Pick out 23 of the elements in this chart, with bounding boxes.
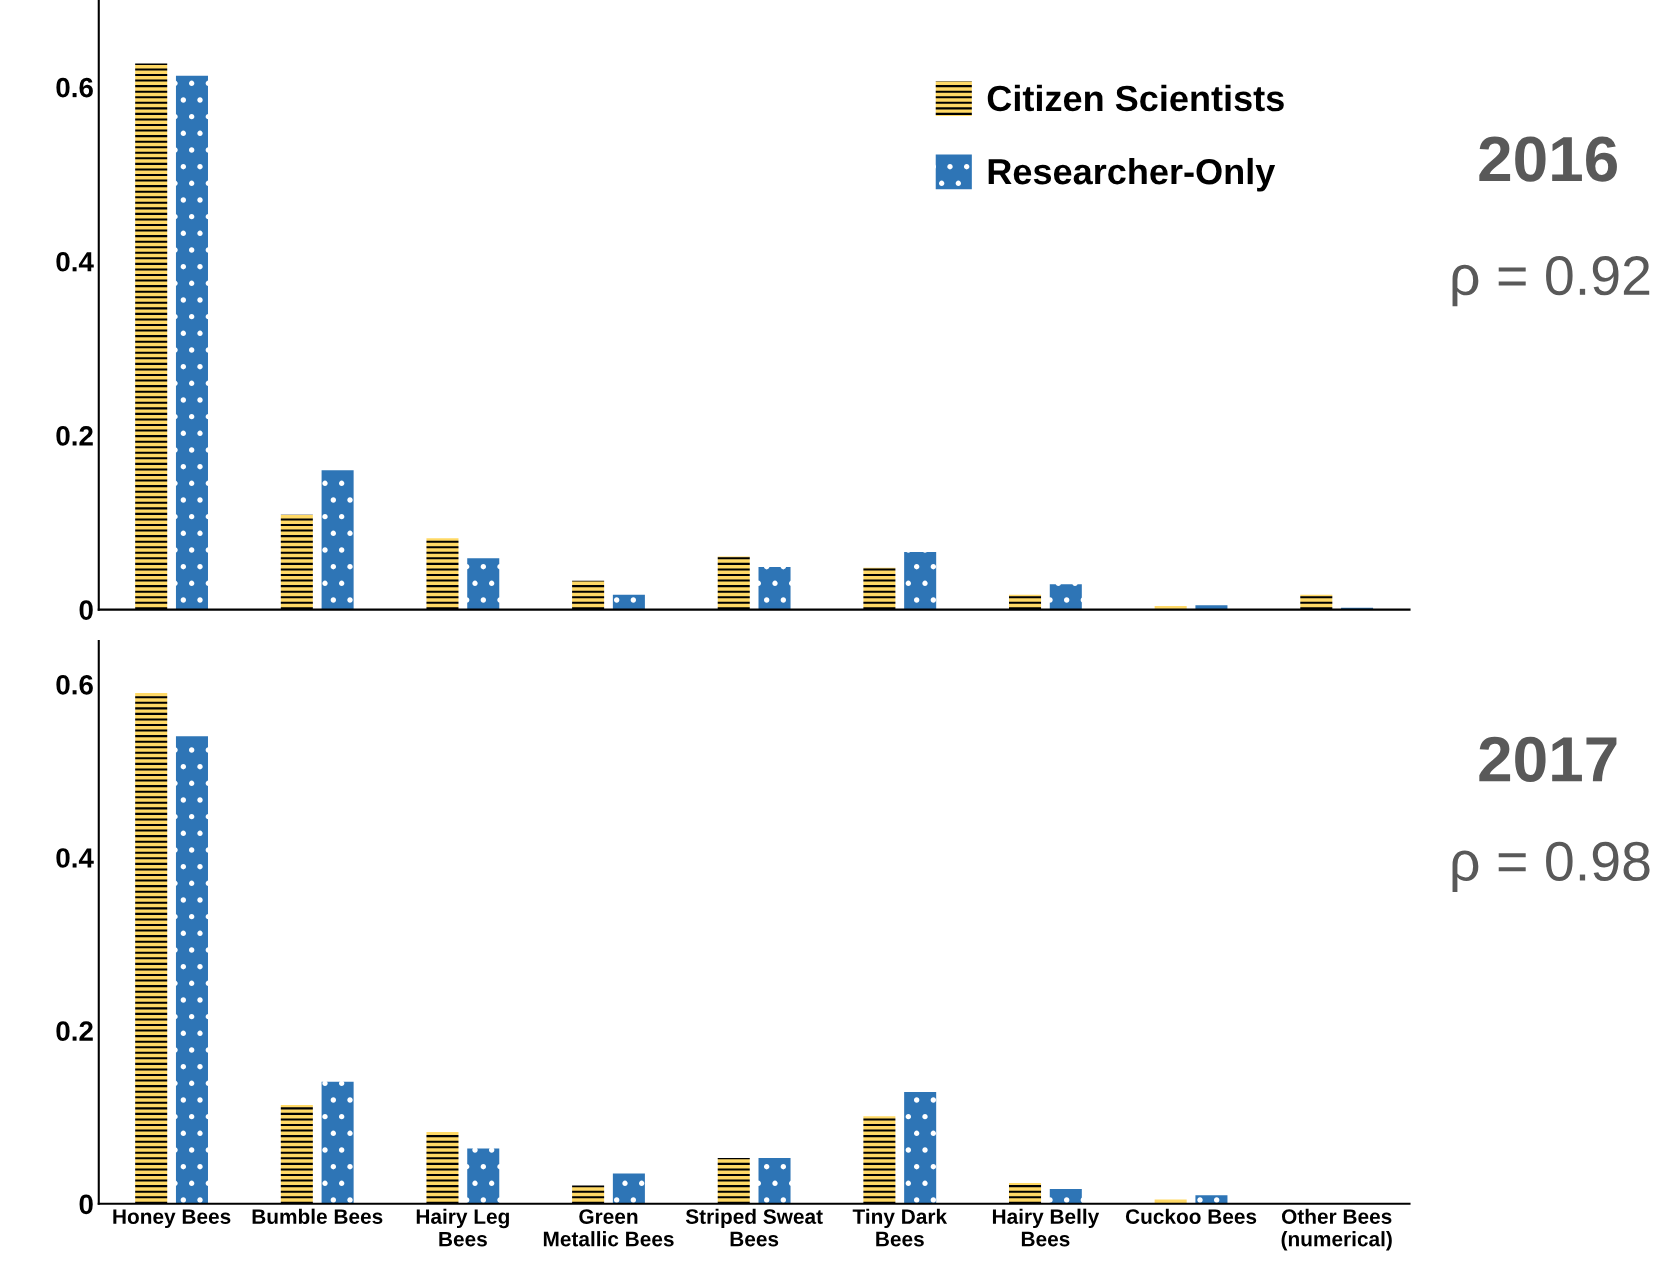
- y-tick-label: 0.2: [56, 426, 93, 446]
- text: 2016: [1479, 136, 1617, 182]
- legend-label: Citizen Scientists: [987, 84, 1284, 112]
- y-tick-label: 0: [79, 1194, 93, 1215]
- x-tick-label: Cuckoo Bees: [1125, 1208, 1257, 1224]
- text: 2017: [1479, 736, 1617, 782]
- x-tick-label: Striped Sweat Bees: [685, 1208, 823, 1247]
- y-tick-label: 0: [79, 600, 93, 620]
- y-tick-label: 0.6: [56, 77, 93, 98]
- y-tick-label: 0.4: [56, 251, 94, 272]
- x-tick-label: Bumble Bees: [252, 1208, 383, 1224]
- legend-label: Researcher-Only: [988, 157, 1276, 192]
- y-tick-label: 0.6: [56, 674, 93, 695]
- x-tick-label: Honey Bees: [113, 1209, 231, 1229]
- text: ρ = 0.92: [1452, 255, 1650, 307]
- x-tick-label: Green Metallic Bees: [543, 1209, 674, 1247]
- y-tick-label: 0.4: [56, 848, 94, 868]
- x-tick-label: Other Bees (numerical): [1281, 1208, 1392, 1251]
- x-tick-label: Hairy Belly Bees: [992, 1208, 1100, 1247]
- x-tick-label: Tiny Dark Bees: [852, 1208, 948, 1247]
- y-tick-label: 0.2: [56, 1021, 93, 1041]
- x-tick-label: Hairy Leg Bees: [416, 1208, 509, 1247]
- text: ρ = 0.98: [1452, 841, 1650, 893]
